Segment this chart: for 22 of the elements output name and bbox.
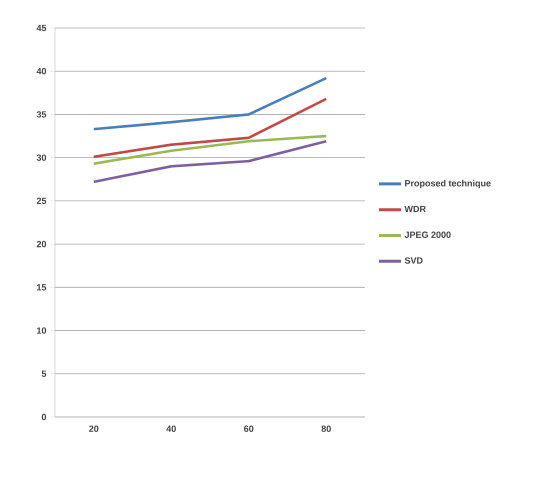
y-tick-label: 45 [36, 24, 46, 32]
y-tick-label: 15 [37, 284, 46, 290]
legend-label: SVD [404, 257, 423, 264]
x-tick-label: 40 [166, 426, 176, 432]
y-tick-label: 5 [42, 370, 46, 377]
legend-label: JPEG 2000 [404, 232, 451, 238]
y-tick-label: 25 [36, 198, 46, 204]
line-series [92, 76, 328, 130]
legend-label: WDR [404, 206, 426, 212]
line-series [92, 98, 328, 158]
y-tick-label: 10 [37, 327, 46, 334]
y-tick-label: 30 [36, 154, 46, 161]
x-tick-label: 80 [322, 426, 331, 432]
x-tick-label: 20 [89, 426, 98, 432]
legend-label: Proposed technique [405, 180, 491, 188]
line-series [92, 140, 328, 184]
x-tick-label: 60 [244, 426, 254, 432]
y-tick-label: 0 [42, 414, 46, 420]
y-tick-label: 35 [36, 111, 46, 118]
line-series [92, 134, 328, 166]
y-tick-label: 40 [36, 68, 46, 74]
y-tick-label: 20 [36, 240, 46, 248]
